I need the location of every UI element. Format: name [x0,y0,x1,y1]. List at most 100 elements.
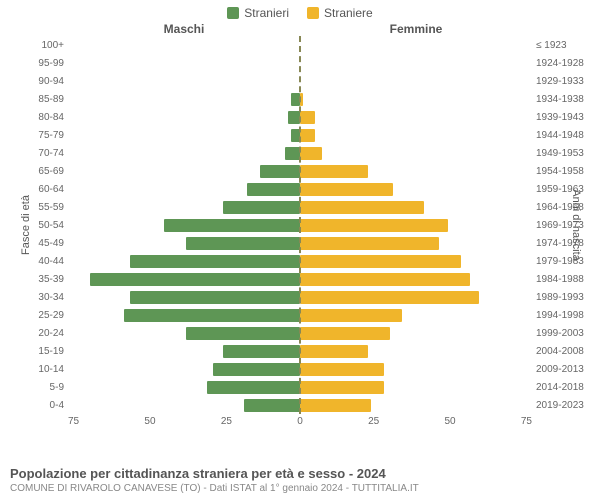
bar-female [300,111,315,124]
pyramid-row: 10-14 2009-2013 [10,360,590,378]
age-label: 55-59 [10,202,68,213]
bar-female [300,93,303,106]
age-label: 100+ [10,40,68,51]
bar-pair [68,162,532,180]
bar-pair [68,108,532,126]
bar-female [300,237,439,250]
age-label: 75-79 [10,130,68,141]
age-label: 20-24 [10,328,68,339]
column-headers: Maschi Femmine [10,22,590,36]
bar-male [90,273,300,286]
bar-pair [68,360,532,378]
year-label: 1999-2003 [532,328,590,339]
year-label: 1939-1943 [532,112,590,123]
bar-male [244,399,300,412]
bar-pair [68,324,532,342]
bar-male [223,345,300,358]
bar-female [300,129,315,142]
bar-female [300,201,424,214]
bar-male [223,201,300,214]
bar-male [130,255,300,268]
chart-rows: 100+ ≤ 1923 95-99 1924-1928 90-94 1929-1933 85… [10,36,590,414]
bar-pair [68,180,532,198]
year-label: 1994-1998 [532,310,590,321]
pyramid-row: 65-69 1954-1958 [10,162,590,180]
pyramid-row: 40-44 1979-1983 [10,252,590,270]
pyramid-row: 75-791944-1948 [10,126,590,144]
bar-male [186,237,300,250]
year-label: 2009-2013 [532,364,590,375]
pyramid-row: 0-42019-2023 [10,396,590,414]
bar-female [300,273,470,286]
age-label: 60-64 [10,184,68,195]
year-label: 1924-1928 [532,58,590,69]
year-label: 1979-1983 [532,256,590,267]
year-label: 2014-2018 [532,382,590,393]
bar-male [288,111,300,124]
age-label: 30-34 [10,292,68,303]
pyramid-row: 95-99 1924-1928 [10,54,590,72]
year-label: 1959-1963 [532,184,590,195]
year-label: 1934-1938 [532,94,590,105]
bar-male [291,93,300,106]
bar-female [300,399,371,412]
age-label: 10-14 [10,364,68,375]
bar-female [300,183,393,196]
year-label: 1989-1993 [532,292,590,303]
x-tick: 50 [444,416,455,427]
pyramid-row: 90-94 1929-1933 [10,72,590,90]
bar-pair [68,216,532,234]
year-label: 1969-1973 [532,220,590,231]
bar-male [130,291,300,304]
bar-pair [68,198,532,216]
chart-legend: Stranieri Straniere [0,0,600,22]
x-axis: 7550250255075 [10,416,590,427]
bar-female [300,147,322,160]
bar-male [207,381,300,394]
age-label: 15-19 [10,346,68,357]
year-label: 1964-1968 [532,202,590,213]
pyramid-row: 100+ ≤ 1923 [10,36,590,54]
age-label: 95-99 [10,58,68,69]
bar-pair [68,90,532,108]
pyramid-row: 25-291994-1998 [10,306,590,324]
pyramid-row: 20-24 1999-2003 [10,324,590,342]
year-label: 1974-1978 [532,238,590,249]
year-label: 1984-1988 [532,274,590,285]
legend-item-female: Straniere [307,6,373,20]
chart-footer: Popolazione per cittadinanza straniera p… [10,466,590,494]
chart-subtitle: COMUNE DI RIVAROLO CANAVESE (TO) - Dati … [10,483,590,494]
bar-pair [68,270,532,288]
age-label: 45-49 [10,238,68,249]
chart-title: Popolazione per cittadinanza straniera p… [10,466,590,481]
legend-item-male: Stranieri [227,6,289,20]
bar-pair [68,72,532,90]
pyramid-row: 85-891934-1938 [10,90,590,108]
age-label: 65-69 [10,166,68,177]
bar-female [300,381,384,394]
age-label: 40-44 [10,256,68,267]
bar-female [300,363,384,376]
age-label: 90-94 [10,76,68,87]
year-label: ≤ 1923 [532,40,590,51]
year-label: 1954-1958 [532,166,590,177]
bar-pair [68,396,532,414]
bar-male [213,363,300,376]
bar-pair [68,54,532,72]
pyramid-row: 60-64 1959-1963 [10,180,590,198]
bar-male [164,219,300,232]
pyramid-row: 45-49 1974-1978 [10,234,590,252]
legend-swatch-female [307,7,319,19]
pyramid-row: 70-741949-1953 [10,144,590,162]
year-label: 2019-2023 [532,400,590,411]
bar-female [300,309,402,322]
pyramid-row: 30-34 1989-1993 [10,288,590,306]
legend-label-male: Stranieri [244,6,289,20]
year-label: 1929-1933 [532,76,590,87]
pyramid-row: 50-541969-1973 [10,216,590,234]
bar-female [300,291,479,304]
bar-pair [68,288,532,306]
age-label: 70-74 [10,148,68,159]
age-label: 5-9 [10,382,68,393]
pyramid-row: 5-9 2014-2018 [10,378,590,396]
